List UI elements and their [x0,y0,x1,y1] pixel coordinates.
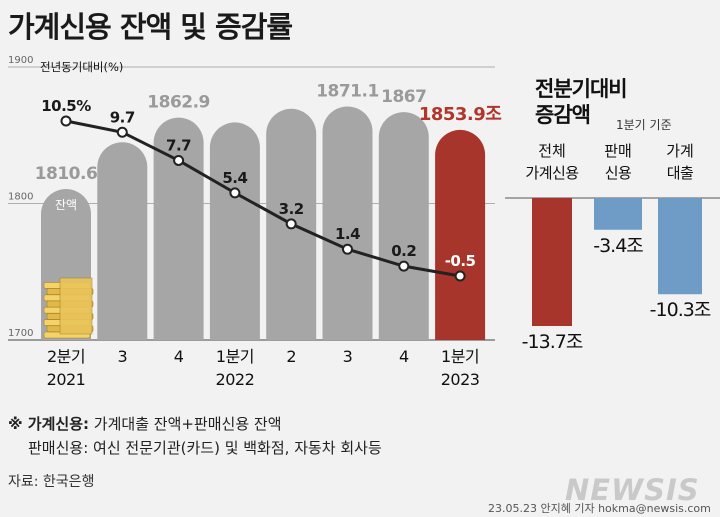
note-sales-credit: 판매신용: 여신 전문기관(카드) 및 백화점, 자동차 회사등 [8,436,382,460]
yoy-point [342,243,353,255]
byline: 23.05.23 안지혜 기자 hokma@newsis.com [488,502,711,515]
category-label: 대출 [667,164,694,182]
balance-bar [435,129,486,340]
yoy-point [285,218,297,230]
right-title-line1: 전분기대비 [535,77,628,101]
yoy-point [116,126,128,138]
yoy-value-label: -0.5 [445,252,476,270]
balance-bar [153,117,204,340]
x-tick-label: 4 [174,347,184,366]
money-stack-icon [43,277,94,339]
balance-bar [97,142,148,340]
money-bundle [59,277,93,335]
yoy-value-label: 5.4 [222,169,247,187]
balance-chart: 1700 1800 1900 전년동기대비(%) 10.5% 9.7 7.7 5.4 3.2 1… [8,55,502,389]
yoy-axis-label: 전년동기대비(%) [40,60,123,74]
change-value-label: -10.3조 [650,299,711,321]
change-bar [658,198,702,295]
yoy-point [454,270,466,282]
yoy-point [229,187,241,199]
balance-series-label: 잔액 [55,198,77,212]
balance-value-label: 1871.1 [316,81,379,101]
x-tick-label: 1분기 [216,347,254,366]
balance-value-label: 1810.6 [35,164,98,184]
change-bar [594,198,642,230]
x-tick-label: 4 [399,347,409,366]
yoy-value-label: 10.5% [41,97,91,115]
yoy-value-label: 9.7 [110,108,135,126]
note-household-credit: ※ 가계신용: 가계대출 잔액+판매신용 잔액 [8,412,382,436]
notes: ※ 가계신용: 가계대출 잔액+판매신용 잔액 판매신용: 여신 전문기관(카드… [8,412,382,460]
source: 자료: 한국은행 [8,474,95,490]
balance-bar [378,112,429,340]
note-text: 가계대출 잔액+판매신용 잔액 [93,415,282,433]
yoy-point [173,154,185,166]
x-tick-year: 2021 [47,370,86,389]
right-chart-subtitle: 1분기 기준 [616,118,672,132]
balance-bar [209,122,260,340]
note-label: ※ 가계신용: [8,415,90,433]
x-tick-label: 2 [286,347,296,366]
note-text: 여신 전문기관(카드) 및 백화점, 자동차 회사등 [93,439,382,457]
category-label: 전체 [538,142,566,160]
yoy-value-label: 0.2 [391,242,416,260]
yoy-value-label: 7.7 [166,136,191,154]
category-label: 가계 [666,142,694,160]
change-bar [532,198,572,326]
x-tick-label: 3 [343,347,353,366]
yoy-point [398,260,410,272]
balance-bar [322,106,373,340]
yoy-value-label: 1.4 [335,225,360,243]
y-tick-label: 1800 [8,192,33,203]
chart-title: 가계신용 잔액 및 증감률 [8,10,293,44]
y-tick-label: 1900 [8,55,33,66]
balance-value-label: 1862.9 [147,93,210,113]
y-tick-label: 1700 [8,328,33,339]
change-value-label: -3.4조 [593,235,643,257]
right-title-line2: 증감액 [535,103,591,127]
x-tick-year: 2023 [441,370,480,389]
x-tick-label: 3 [117,347,127,366]
yoy-line [65,119,461,278]
category-label: 가계신용 [525,164,578,182]
category-label: 판매 [604,142,632,160]
x-tick-year: 2022 [216,370,255,389]
yoy-value-label: 3.2 [279,200,304,218]
right-chart-title: 전분기대비 증감액 [535,76,628,128]
newsis-logo: NEWSIS [565,473,700,507]
note-label: 판매신용: [28,439,89,457]
balance-value-label: 1853.9조 [419,104,502,125]
x-tick-label: 2분기 [47,347,85,366]
change-value-label: -13.7조 [522,331,583,353]
x-tick-label: 1분기 [441,347,479,366]
yoy-point [60,115,72,127]
balance-value-label: 1867 [381,87,426,107]
category-label: 신용 [605,164,632,182]
